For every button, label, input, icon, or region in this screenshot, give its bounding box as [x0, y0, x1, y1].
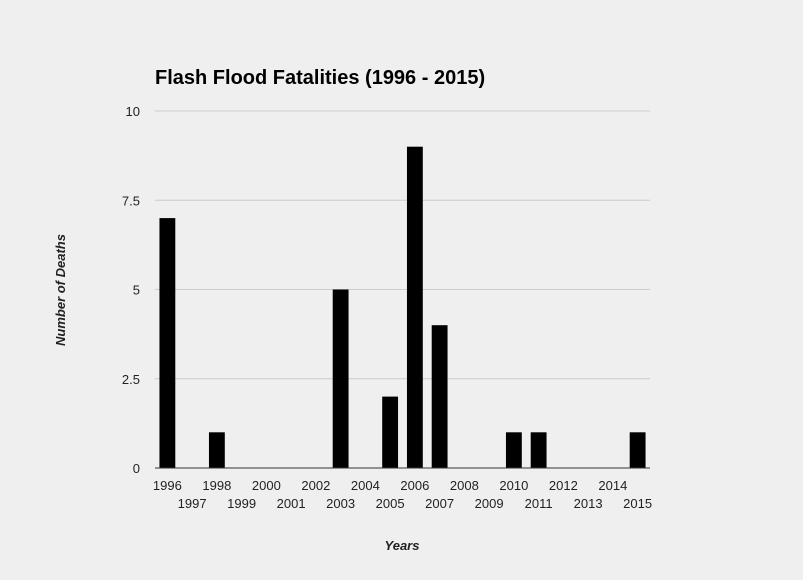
x-tick-label: 2012: [549, 478, 578, 493]
bar-1996: [159, 218, 176, 468]
x-tick-label: 2008: [450, 478, 479, 493]
bar-2015: [629, 432, 646, 468]
y-tick-label: 0: [133, 461, 140, 476]
y-axis-ticks: 0 2.5 5 7.5 10: [122, 104, 140, 476]
x-axis-title: Years: [385, 538, 420, 553]
x-axis-ticks: 1996 1997 1998 1999 2000 2001 2002 2003 2004 2005…: [153, 478, 652, 511]
y-tick-label: 7.5: [122, 193, 140, 208]
bar-2005: [382, 396, 399, 468]
x-tick-label: 2007: [425, 496, 454, 511]
x-tick-label: 2013: [574, 496, 603, 511]
bar-1998: [208, 432, 225, 468]
bar-2010: [505, 432, 522, 468]
y-axis-title: Number of Deaths: [53, 234, 68, 346]
x-tick-label: 2005: [376, 496, 405, 511]
y-tick-label: 10: [126, 104, 140, 119]
x-tick-label: 2001: [277, 496, 306, 511]
x-tick-label: 2006: [400, 478, 429, 493]
chart-title: Flash Flood Fatalities (1996 - 2015): [155, 67, 485, 89]
x-tick-label: 1996: [153, 478, 182, 493]
x-tick-label: 2009: [475, 496, 504, 511]
x-tick-label: 2015: [623, 496, 652, 511]
gridlines: [155, 110, 650, 380]
y-tick-label: 2.5: [122, 372, 140, 387]
bar-2003: [332, 289, 349, 468]
x-tick-label: 2014: [598, 478, 627, 493]
x-tick-label: 1997: [178, 496, 207, 511]
x-tick-label: 2004: [351, 478, 380, 493]
x-tick-label: 2002: [301, 478, 330, 493]
x-tick-label: 1999: [227, 496, 256, 511]
y-tick-label: 5: [133, 283, 140, 298]
x-tick-label: 2003: [326, 496, 355, 511]
x-tick-label: 1998: [202, 478, 231, 493]
x-tick-label: 2010: [499, 478, 528, 493]
bars: [159, 146, 646, 468]
bar-2007: [431, 325, 448, 468]
bar-2011: [530, 432, 547, 468]
x-tick-label: 2000: [252, 478, 281, 493]
x-tick-label: 2011: [525, 496, 553, 511]
bar-2006: [406, 146, 423, 468]
